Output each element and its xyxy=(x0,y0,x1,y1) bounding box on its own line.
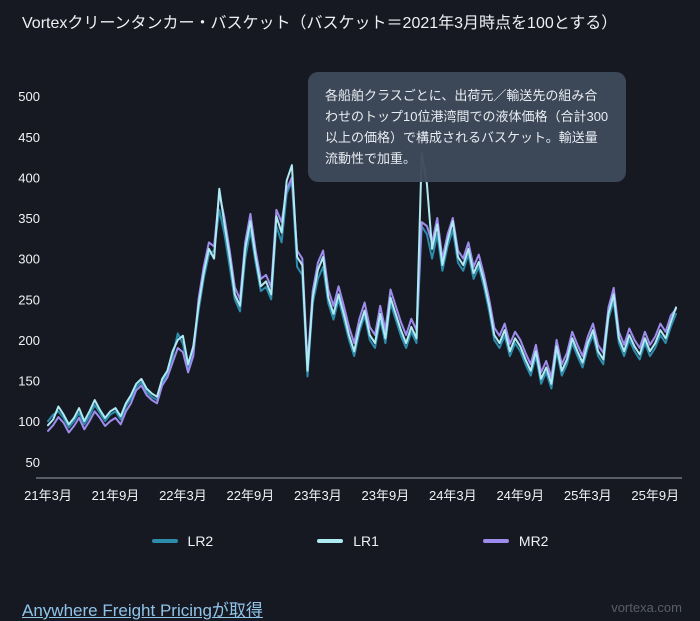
y-axis-tick: 300 xyxy=(18,252,40,267)
y-axis-tick: 250 xyxy=(18,292,40,307)
legend-marker-mr2 xyxy=(482,539,509,543)
legend-item-lr1[interactable]: LR1 xyxy=(317,533,379,549)
x-axis-tick: 22年3月 xyxy=(159,488,207,503)
x-axis-tick: 24年3月 xyxy=(429,488,477,503)
x-axis-tick: 25年9月 xyxy=(631,488,679,503)
x-axis-tick: 21年3月 xyxy=(24,488,72,503)
chart-title: Vortexクリーンタンカー・バスケット（バスケット＝2021年3月時点を100… xyxy=(22,15,618,32)
tooltip-text: 各船舶クラスごとに、出荷元／輸送先の組み合わせのトップ10位港湾間での液体価格（… xyxy=(325,88,609,167)
x-axis-tick: 21年9月 xyxy=(92,488,140,503)
y-axis-tick: 50 xyxy=(26,455,40,470)
legend-label-lr2: LR2 xyxy=(187,533,214,549)
y-axis-tick: 500 xyxy=(18,89,40,104)
x-axis-tick: 22年9月 xyxy=(227,488,275,503)
legend-label-mr2: MR2 xyxy=(518,533,549,549)
x-axis-tick: 23年3月 xyxy=(294,488,342,503)
chart-svg[interactable]: 50 100 150 200 250 300 350 400 450 500 21年3月 21年9月 2… xyxy=(8,74,692,510)
watermark: vortexa.com xyxy=(611,600,682,615)
y-axis-tick: 400 xyxy=(18,170,40,185)
legend-label-lr1: LR1 xyxy=(353,533,379,549)
x-axis-tick: 24年9月 xyxy=(496,488,544,503)
y-axis-tick: 150 xyxy=(18,374,40,389)
series-line-lr1 xyxy=(47,152,677,427)
series-line-lr2 xyxy=(47,180,677,429)
y-axis-tick: 450 xyxy=(18,130,40,145)
footer-source-link[interactable]: Anywhere Freight Pricingが取得 xyxy=(22,601,263,620)
legend-item-mr2[interactable]: MR2 xyxy=(482,533,549,549)
x-axis-tick: 25年3月 xyxy=(564,488,612,503)
legend-item-lr2[interactable]: LR2 xyxy=(151,533,214,549)
legend-marker-lr1 xyxy=(317,539,344,543)
y-axis-tick: 100 xyxy=(18,414,40,429)
y-axis-tick: 350 xyxy=(18,211,40,226)
legend: LR2 LR1 MR2 xyxy=(0,533,700,549)
y-axis-tick: 200 xyxy=(18,333,40,348)
series-line-mr2 xyxy=(47,176,677,434)
legend-marker-lr2 xyxy=(151,539,178,543)
chart-description-tooltip: 各船舶クラスごとに、出荷元／輸送先の組み合わせのトップ10位港湾間での液体価格（… xyxy=(308,72,626,183)
x-axis-tick: 23年9月 xyxy=(362,488,410,503)
